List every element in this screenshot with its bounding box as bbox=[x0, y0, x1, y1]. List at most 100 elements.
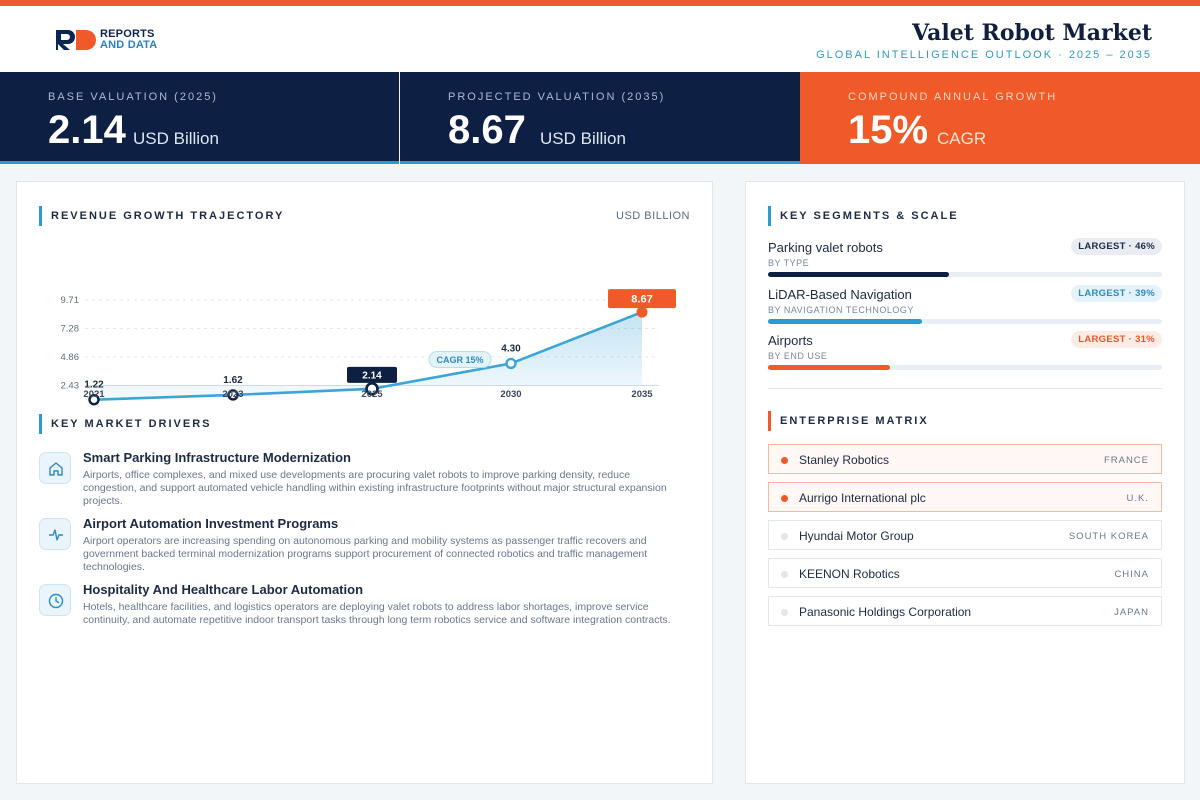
enterprise-country: JAPAN bbox=[1114, 607, 1149, 618]
top-accent-bar bbox=[0, 0, 1200, 6]
segment-badge: LARGEST · 39% bbox=[1071, 285, 1162, 302]
drivers-section-title: KEY MARKET DRIVERS bbox=[39, 414, 211, 434]
home-icon bbox=[39, 452, 71, 484]
segment-row: Parking valet robots BY TYPE LARGEST · 4… bbox=[768, 238, 1162, 284]
driver-title: Hospitality And Healthcare Labor Automat… bbox=[83, 582, 364, 597]
clock-icon bbox=[39, 584, 71, 616]
x-tick-label: 2030 bbox=[500, 389, 521, 400]
enterprise-section-title: ENTERPRISE MATRIX bbox=[768, 411, 929, 431]
segment-bar-track bbox=[768, 365, 1162, 370]
data-label: 8.67 bbox=[631, 294, 652, 306]
status-dot-icon bbox=[781, 495, 788, 502]
kpi-label: BASE VALUATION (2025) bbox=[48, 91, 218, 103]
data-point bbox=[227, 389, 239, 401]
kpi-strip: BASE VALUATION (2025) 2.14 USD Billion P… bbox=[0, 72, 1200, 164]
enterprise-name: Hyundai Motor Group bbox=[799, 529, 914, 543]
driver-text: Airports, office complexes, and mixed us… bbox=[83, 469, 667, 507]
logo-line-1: REPORTS bbox=[100, 28, 155, 40]
driver-text: Hotels, healthcare facilities, and logis… bbox=[83, 601, 671, 626]
enterprise-name: Stanley Robotics bbox=[799, 453, 890, 467]
kpi-cagr: COMPOUND ANNUAL GROWTH 15% CAGR bbox=[800, 72, 1200, 164]
driver-title: Airport Automation Investment Programs bbox=[83, 516, 339, 531]
status-dot-icon bbox=[781, 533, 788, 540]
data-point bbox=[88, 393, 100, 406]
enterprise-country: U.K. bbox=[1126, 493, 1149, 504]
segment-category: BY TYPE bbox=[768, 258, 810, 268]
data-label: 4.30 bbox=[501, 343, 521, 354]
driver-title: Smart Parking Infrastructure Modernizati… bbox=[83, 450, 351, 465]
logo-text: REPORTS AND DATA bbox=[100, 29, 157, 51]
y-tick-label: 9.71 bbox=[61, 295, 80, 306]
kpi-label: PROJECTED VALUATION (2035) bbox=[448, 91, 666, 103]
status-dot-icon bbox=[781, 609, 788, 616]
enterprise-row[interactable]: Panasonic Holdings Corporation JAPAN bbox=[768, 596, 1162, 626]
segment-badge: LARGEST · 31% bbox=[1071, 331, 1162, 348]
data-label-box bbox=[608, 289, 676, 309]
header: REPORTS AND DATA Valet Robot Market GLOB… bbox=[0, 6, 1200, 72]
cagr-annotation-pill bbox=[428, 350, 492, 368]
enterprise-row[interactable]: Hyundai Motor Group SOUTH KOREA bbox=[768, 520, 1162, 550]
segment-row: Airports BY END USE LARGEST · 31% bbox=[768, 331, 1162, 377]
kpi-unit: USD Billion bbox=[133, 129, 219, 148]
logo-mark-icon bbox=[56, 30, 96, 50]
data-point bbox=[365, 382, 379, 396]
right-panel: KEY SEGMENTS & SCALE Parking valet robot… bbox=[745, 181, 1185, 784]
kpi-unit: USD Billion bbox=[540, 129, 626, 148]
x-tick-label: 2021 bbox=[83, 389, 105, 400]
segment-bar-track bbox=[768, 272, 1162, 277]
cagr-annotation: CAGR 15% bbox=[436, 355, 483, 365]
data-label: 1.22 bbox=[84, 380, 104, 391]
segment-name: Airports bbox=[768, 333, 813, 348]
kpi-label: COMPOUND ANNUAL GROWTH bbox=[848, 91, 1058, 103]
enterprise-country: CHINA bbox=[1114, 569, 1149, 580]
status-dot-icon bbox=[781, 571, 788, 578]
enterprise-country: FRANCE bbox=[1103, 455, 1149, 466]
segment-bar-fill bbox=[768, 272, 950, 277]
segment-category: BY NAVIGATION TECHNOLOGY bbox=[768, 305, 914, 315]
segment-category: BY END USE bbox=[768, 351, 828, 361]
kpi-projected-valuation: PROJECTED VALUATION (2035) 8.67 USD Bill… bbox=[400, 72, 800, 164]
data-label: 1.62 bbox=[223, 375, 243, 386]
status-dot-icon bbox=[781, 457, 788, 464]
x-tick-label: 2023 bbox=[222, 389, 243, 400]
kpi-unit: CAGR bbox=[937, 129, 987, 148]
y-tick-label: 4.86 bbox=[61, 352, 80, 363]
enterprise-name: Panasonic Holdings Corporation bbox=[799, 605, 972, 619]
enterprise-name: KEENON Robotics bbox=[799, 567, 900, 581]
data-label-box bbox=[347, 366, 397, 383]
x-tick-label: 2035 bbox=[631, 389, 653, 400]
pulse-icon bbox=[39, 518, 71, 550]
series-area bbox=[94, 312, 642, 400]
segment-bar-track bbox=[768, 319, 1162, 324]
kpi-base-valuation: BASE VALUATION (2025) 2.14 USD Billion bbox=[0, 72, 399, 164]
company-logo: REPORTS AND DATA bbox=[54, 28, 174, 54]
chart-section-title: REVENUE GROWTH TRAJECTORY bbox=[39, 206, 284, 226]
segment-name: Parking valet robots bbox=[768, 240, 883, 255]
left-panel: REVENUE GROWTH TRAJECTORY USD BILLION 9.… bbox=[16, 181, 713, 784]
y-tick-label: 7.28 bbox=[61, 323, 80, 334]
enterprise-row[interactable]: Stanley Robotics FRANCE bbox=[768, 444, 1162, 474]
kpi-value: 2.14 bbox=[48, 108, 126, 152]
enterprise-name: Aurrigo International plc bbox=[799, 491, 926, 505]
enterprise-row[interactable]: Aurrigo International plc U.K. bbox=[768, 482, 1162, 512]
segment-bar-fill bbox=[768, 365, 891, 370]
segment-row: LiDAR-Based Navigation BY NAVIGATION TEC… bbox=[768, 285, 1162, 331]
kpi-value: 15% bbox=[848, 108, 929, 152]
data-point bbox=[636, 306, 648, 318]
driver-text: Airport operators are increasing spendin… bbox=[83, 535, 648, 573]
y-tick-label: 2.43 bbox=[61, 380, 80, 391]
segments-section-title: KEY SEGMENTS & SCALE bbox=[768, 206, 959, 226]
section-divider bbox=[768, 388, 1162, 389]
segment-badge: LARGEST · 46% bbox=[1071, 238, 1162, 255]
logo-line-2: AND DATA bbox=[100, 39, 158, 51]
segment-name: LiDAR-Based Navigation bbox=[768, 287, 912, 302]
data-point bbox=[505, 357, 517, 370]
page-subtitle: GLOBAL INTELLIGENCE OUTLOOK · 2025 – 203… bbox=[816, 49, 1152, 61]
segment-bar-fill bbox=[768, 319, 922, 324]
x-tick-label: 2025 bbox=[361, 389, 383, 400]
page-title: Valet Robot Market bbox=[912, 20, 1152, 46]
enterprise-country: SOUTH KOREA bbox=[1068, 531, 1149, 542]
enterprise-row[interactable]: KEENON Robotics CHINA bbox=[768, 558, 1162, 588]
kpi-value: 8.67 bbox=[448, 108, 526, 152]
